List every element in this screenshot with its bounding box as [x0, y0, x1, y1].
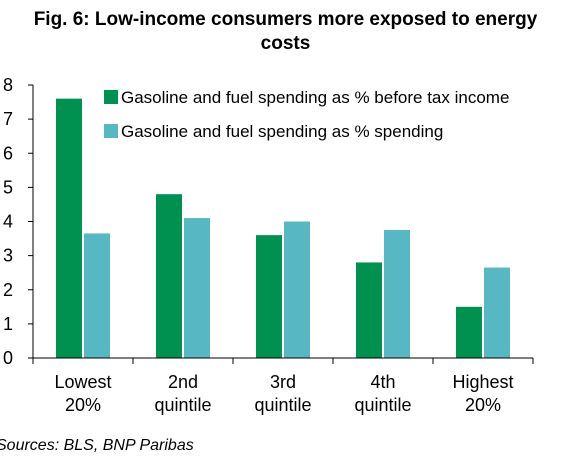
x-tick-label-line: 20%	[465, 395, 501, 415]
legend-label: Gasoline and fuel spending as % before t…	[121, 88, 509, 107]
bar-series-1	[256, 235, 282, 358]
bar-series-2	[284, 221, 310, 358]
x-tick-label-line: 2nd	[168, 372, 198, 392]
y-tick-label: 5	[3, 177, 13, 197]
x-tick-label-line: 3rd	[270, 372, 296, 392]
y-tick-label: 6	[3, 143, 13, 163]
y-tick-label: 2	[3, 280, 13, 300]
y-tick-label: 1	[3, 314, 13, 334]
x-tick-label: Highest 20%	[452, 372, 513, 415]
chart-title-line-1: Fig. 6: Low-income consumers more expose…	[33, 9, 538, 30]
x-tick-label-line: quintile	[154, 395, 211, 415]
bar-series-2	[484, 267, 510, 358]
source-note: Sources: BLS, BNP Paribas	[0, 437, 194, 454]
x-tick-label-line: Lowest	[54, 372, 111, 392]
legend-swatch	[104, 90, 118, 104]
x-tick-label: 4th quintile	[354, 372, 411, 415]
legend-label: Gasoline and fuel spending as % spending	[121, 122, 443, 141]
bar-series-1	[356, 262, 382, 358]
x-tick-label: Lowest 20%	[54, 372, 111, 415]
x-axis: Lowest 20% 2nd quintile 3rd quintile 4th quinti…	[32, 357, 534, 415]
bar-series-2	[184, 218, 210, 358]
x-tick-label-line: 20%	[65, 395, 101, 415]
x-tick-label-line: Highest	[452, 372, 513, 392]
bar-series-2	[84, 233, 110, 358]
bars	[56, 98, 510, 359]
bar-series-2	[384, 230, 410, 358]
bar-series-1	[56, 98, 82, 359]
legend-swatch	[104, 124, 118, 138]
y-tick-label: 7	[3, 109, 13, 129]
x-tick-label-line: quintile	[354, 395, 411, 415]
y-tick-label: 8	[3, 75, 13, 95]
y-tick-label: 3	[3, 246, 13, 266]
x-tick-label-line: 4th	[370, 372, 395, 392]
chart-title-line-2: costs	[260, 33, 311, 54]
x-tick-label: 2nd quintile	[154, 372, 211, 415]
y-axis: 0 1 2 3 4 5 6 7 8	[3, 75, 34, 368]
legend: Gasoline and fuel spending as % before t…	[104, 88, 509, 141]
y-tick-label: 4	[3, 212, 13, 232]
y-tick-label: 0	[3, 348, 13, 368]
bar-series-1	[456, 306, 482, 358]
x-tick-label: 3rd quintile	[254, 372, 311, 415]
chart-title: Fig. 6: Low-income consumers more expose…	[0, 8, 571, 56]
x-tick-label-line: quintile	[254, 395, 311, 415]
bar-series-1	[156, 194, 182, 358]
